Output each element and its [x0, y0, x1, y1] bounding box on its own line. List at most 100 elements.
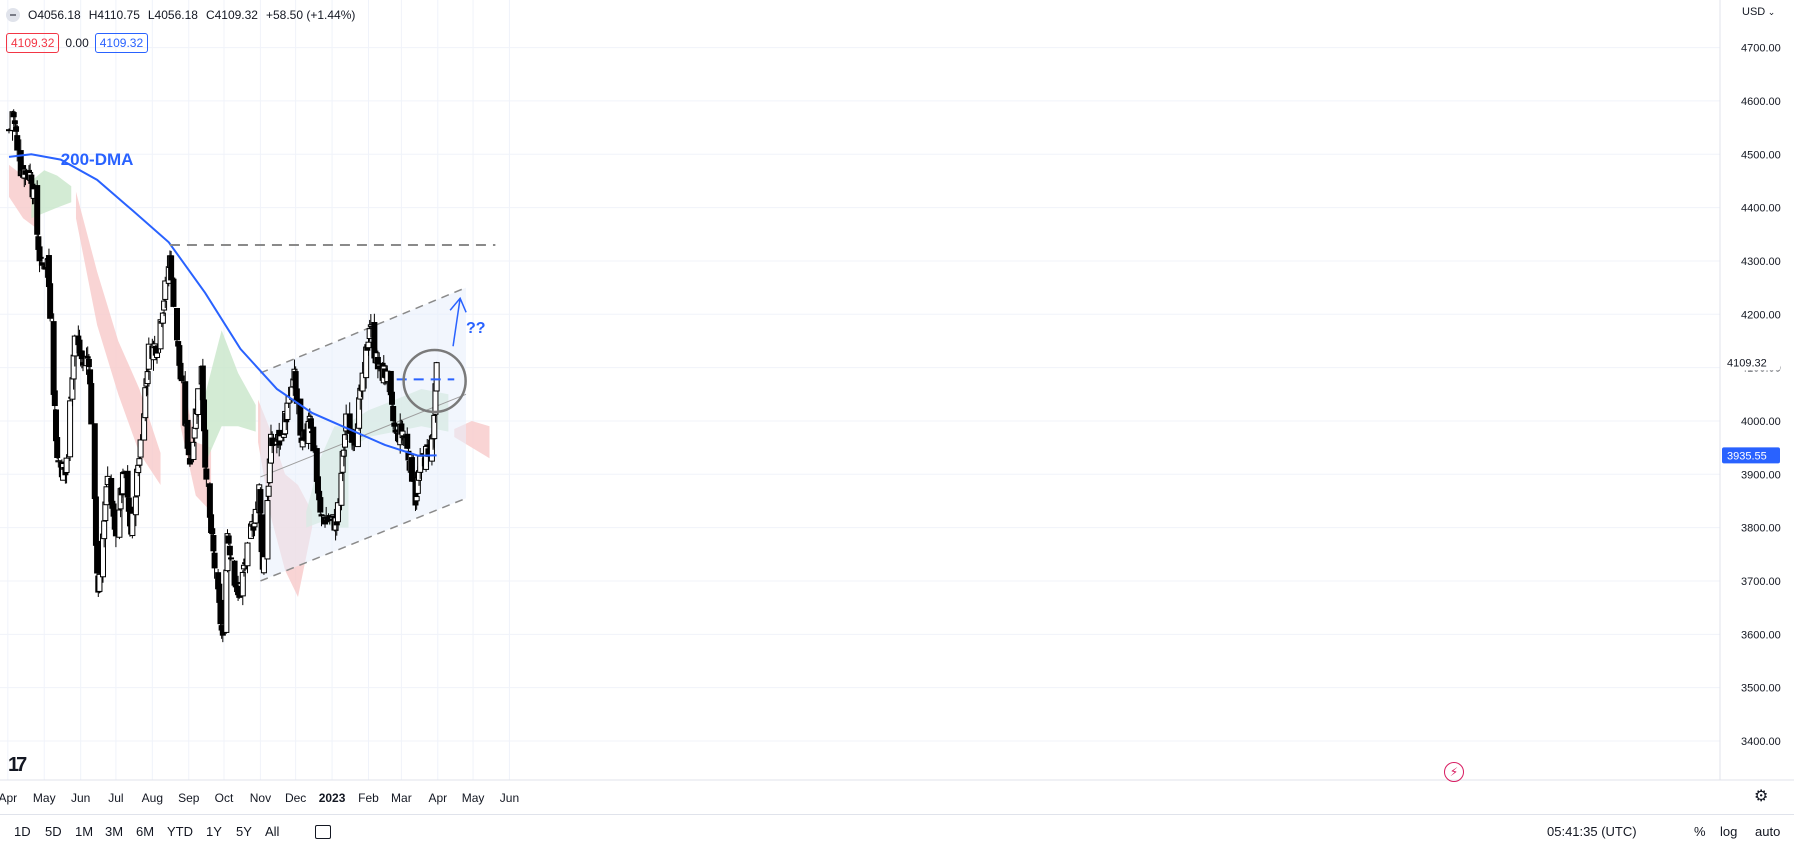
candle-body [211, 552, 218, 569]
question-annotation: ?? [466, 320, 486, 337]
currency-selector[interactable]: USD ⌄ [1742, 6, 1775, 18]
candle-body [144, 371, 151, 385]
candle-body [203, 468, 210, 480]
candle-body [28, 174, 35, 184]
chevron-down-icon: ⌄ [1765, 7, 1776, 17]
legend-high: H4110.75 [88, 8, 140, 22]
x-tick-label: May [462, 791, 485, 805]
candle-body [142, 387, 149, 419]
candle-body [87, 369, 94, 385]
y-tick-label: 3600.00 [1741, 629, 1781, 641]
candle-body [365, 341, 372, 349]
candle-body [94, 540, 101, 574]
x-tick-label: Apr [428, 791, 447, 805]
clock-time[interactable]: 05:41:35 (UTC) [1547, 824, 1637, 839]
candle-body [161, 300, 168, 311]
log-toggle[interactable]: log [1720, 824, 1738, 839]
y-tick-label: 3500.00 [1741, 683, 1781, 695]
x-tick-label: Jun [71, 791, 90, 805]
candle-body [257, 489, 264, 514]
candle-body [182, 381, 189, 426]
buy-price[interactable]: 4109.32 [94, 33, 149, 53]
range-1y-button[interactable]: 1Y [206, 824, 222, 839]
candle-body [356, 397, 363, 429]
candle-body [96, 573, 103, 592]
legend-low: L4056.18 [147, 8, 198, 22]
candle-body [54, 437, 61, 459]
candle-body [88, 383, 95, 425]
tradingview-logo-icon[interactable]: 17 [8, 754, 27, 776]
range-5d-button[interactable]: 5D [45, 824, 62, 839]
candle-body [231, 560, 238, 586]
sell-price[interactable]: 4109.32 [6, 33, 60, 53]
legend-change: +58.50 (+1.44%) [265, 8, 356, 22]
x-tick-label: 2023 [319, 791, 346, 805]
price-chart[interactable]: 3400.00 3500.00 3600.00 3700.00 3800.00 3900.… [0, 0, 1794, 814]
y-tick-label: 4400.00 [1741, 203, 1781, 215]
x-tick-label: Feb [358, 791, 379, 805]
candle-body [244, 542, 251, 567]
candle-body [433, 362, 440, 392]
range-1m-button[interactable]: 1M [75, 824, 94, 839]
candle-body [310, 426, 317, 452]
candle-body [50, 321, 57, 395]
candle-body [84, 356, 91, 359]
y-tick-label: 3400.00 [1741, 736, 1781, 748]
chart-settings-gear-icon[interactable]: ⚙ [1754, 788, 1769, 805]
candle-body [135, 464, 142, 474]
candle-body [340, 449, 347, 457]
candle-body [210, 535, 217, 552]
candle-body [388, 391, 395, 405]
candle-body [45, 255, 52, 288]
x-tick-label: Jun [500, 791, 519, 805]
candle-body [110, 503, 117, 517]
candle-body [191, 426, 198, 439]
date-range-calendar-icon[interactable] [315, 825, 331, 839]
candle-body [51, 390, 58, 407]
candle-body [428, 435, 435, 462]
candlesticks [6, 109, 440, 643]
range-all-button[interactable]: All [265, 824, 280, 839]
candle-body [67, 400, 74, 458]
candle-body [431, 414, 438, 440]
dma-200-line [8, 153, 437, 457]
candle-body [91, 423, 98, 500]
range-1d-button[interactable]: 1D [14, 824, 31, 839]
candle-body [13, 126, 20, 132]
candle-body [318, 514, 325, 517]
trend-lines [8, 153, 496, 457]
candle-body [14, 135, 21, 151]
candle-body [116, 509, 123, 538]
x-tick-label: Nov [250, 791, 271, 805]
x-tick-label: Dec [285, 791, 306, 805]
candle-body [37, 256, 44, 259]
x-tick-label: Sep [178, 791, 200, 805]
candle-body [36, 246, 43, 262]
candle-body [69, 377, 76, 400]
candle-body [206, 483, 213, 518]
candle-body [217, 599, 224, 625]
channel-fill [260, 287, 466, 581]
lightning-icon[interactable]: ⚡ [1444, 762, 1464, 782]
bottom-toolbar: 1D 5D 1M 3M 6M YTD 1Y 5Y All 05:41:35 (U… [0, 814, 1794, 852]
candle-body [228, 557, 235, 560]
x-tick-label: Mar [391, 791, 412, 805]
candle-body [132, 496, 139, 516]
symbol-collapse-icon[interactable] [6, 8, 20, 22]
candle-body [223, 569, 230, 633]
range-6m-button[interactable]: 6M [136, 824, 155, 839]
candle-body [157, 319, 164, 350]
range-ytd-button[interactable]: YTD [167, 824, 193, 839]
percent-toggle[interactable]: % [1694, 824, 1706, 839]
candle-body [124, 470, 131, 498]
candle-body [390, 406, 397, 422]
range-3m-button[interactable]: 3M [105, 824, 124, 839]
candle-body [251, 522, 258, 528]
bearish-cloud [9, 164, 38, 229]
range-5y-button[interactable]: 5Y [236, 824, 252, 839]
auto-toggle[interactable]: auto [1755, 824, 1781, 839]
x-tick-label: Oct [215, 791, 234, 805]
candle-body [334, 502, 341, 523]
candle-body [195, 388, 202, 416]
legend-close: C4109.32 [205, 8, 258, 22]
